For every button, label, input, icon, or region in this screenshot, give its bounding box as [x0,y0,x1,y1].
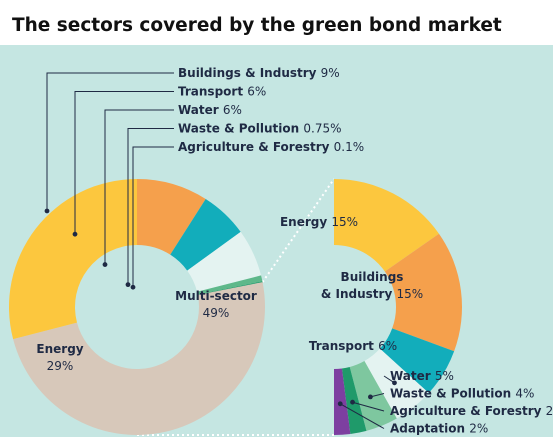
leader-dot [392,380,397,386]
label-agriculture-and-forestry: Agriculture & Forestry 2% [390,404,553,418]
label-name: Adaptation [390,422,469,436]
leader-dot [350,399,355,405]
label-value: 15% [331,215,358,229]
slice-multi-sector [13,282,265,435]
label-name: Buildings [341,270,404,284]
connector-lines [137,178,335,436]
leader-dot [125,282,131,288]
label-water: Water 6% [178,103,242,117]
label-value: 0.1% [334,140,365,154]
label-adaptation: Adaptation 2% [390,422,488,436]
leader-line [352,401,385,412]
slice-buildings-and-industry [384,233,463,352]
label-name: & Industry [321,287,397,301]
chart-labels: Buildings & Industry 9%Transport 6%Water… [36,66,553,436]
label-energy: Energy 29% [36,342,83,373]
connector-top [261,178,335,283]
label-value: 2% [469,422,488,436]
slice-energy [334,179,439,272]
leader-line [127,128,174,285]
leader-line [132,146,174,288]
label-buildings-and-industry: Buildings & Industry 15% [321,270,423,301]
label-name: Energy [36,342,83,356]
label-name: Energy [280,215,331,229]
label-name: Transport [178,85,247,99]
label-value: 5% [435,369,454,383]
leader-line [339,403,385,429]
label-name: Agriculture & Forestry [390,404,546,418]
leader-lines [44,72,397,429]
slice-waste-and-pollution [197,275,263,295]
leader-line [104,109,174,265]
slice-buildings-and-industry [137,179,206,255]
label-name: Waste & Pollution [178,122,303,136]
slice-energy [9,179,138,340]
label-transport: Transport 6% [309,339,397,353]
leader-dot [72,231,78,237]
slice-water [187,231,262,292]
leader-dot [44,208,50,214]
label-value: 49% [203,306,230,320]
label-name: Waste & Pollution [390,387,515,401]
label-name: Buildings & Industry [178,66,321,80]
label-value: 0.75% [303,122,341,136]
leader-line [46,72,174,211]
label-waste-and-pollution: Waste & Pollution 4% [390,387,534,401]
leader-dot [102,262,108,267]
label-transport: Transport 6% [178,85,266,99]
slice-transport [170,198,241,271]
label-value: 15% [396,287,423,301]
label-value: 6% [247,85,266,99]
label-water: Water 5% [390,369,454,383]
label-energy: Energy 15% [280,215,358,229]
label-value: 29% [47,359,74,373]
label-waste-and-pollution: Waste & Pollution 0.75% [178,122,342,136]
label-value: 6% [223,103,242,117]
slice-agriculture-and-forestry [341,366,367,434]
slice-adaptation [334,368,351,435]
label-value: 6% [378,339,397,353]
leader-dot [368,394,373,400]
label-value: 4% [515,387,534,401]
label-multi-sector: Multi-sector 49% [175,289,257,320]
chart-title: The sectors covered by the green bond ma… [12,15,502,36]
label-buildings-and-industry: Buildings & Industry 9% [178,66,340,80]
label-value: 9% [321,66,340,80]
leader-dot [337,401,343,407]
leader-dot [130,284,136,290]
slice-transport [379,328,455,394]
title-bar: The sectors covered by the green bond ma… [0,0,553,45]
label-name: Agriculture & Forestry [178,140,334,154]
label-value: 2% [546,404,553,418]
label-name: Transport [309,339,378,353]
label-name: Water [178,103,223,117]
label-agriculture-and-forestry: Agriculture & Forestry 0.1% [178,140,364,154]
label-name: Multi-sector [175,289,257,303]
leader-line [74,91,174,235]
label-name: Water [390,369,435,383]
